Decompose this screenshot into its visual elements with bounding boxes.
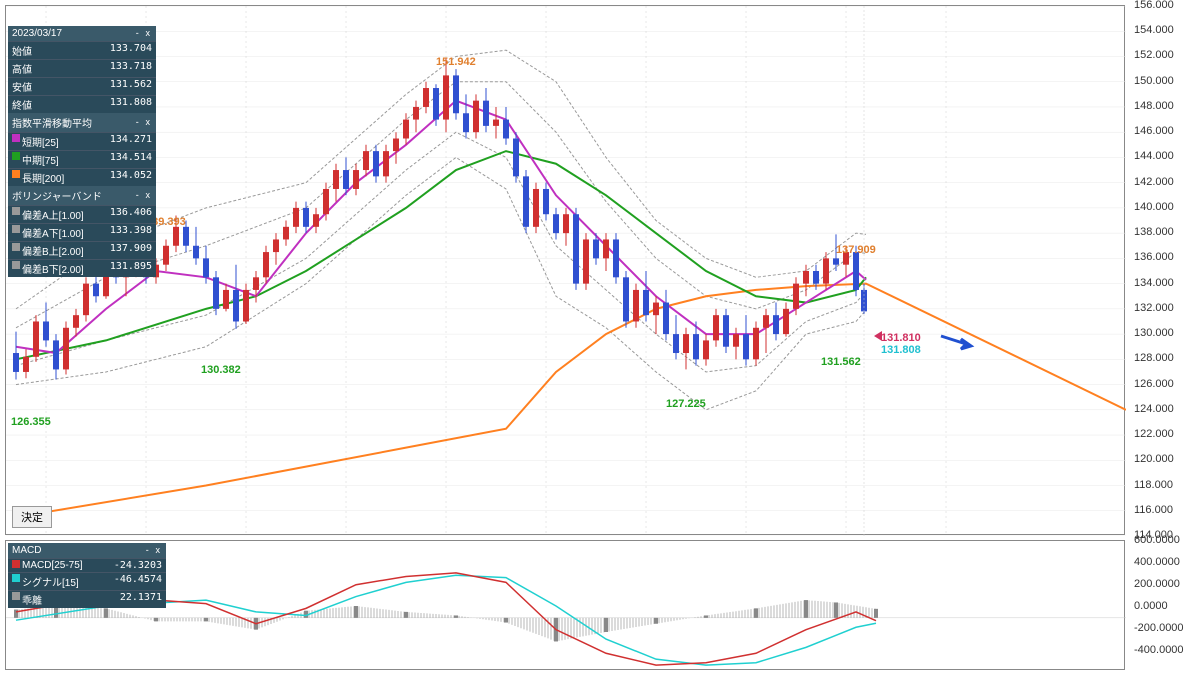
decide-button[interactable]: 決定 xyxy=(12,506,52,528)
ohlc-close-row: 終値131.808 xyxy=(8,95,156,113)
bb-header[interactable]: ボリンジャーバンド - x xyxy=(8,186,156,205)
info-row: 偏差B下[2.00]131.895 xyxy=(8,259,156,277)
price-chart[interactable]: 2023/03/17 - x 始値133.704 高値133.718 安値131… xyxy=(5,5,1125,535)
price-annotation: 130.382 xyxy=(201,364,241,376)
ohlc-high-row: 高値133.718 xyxy=(8,59,156,77)
ohlc-header[interactable]: 2023/03/17 - x xyxy=(8,26,156,41)
minimize-icon[interactable]: - xyxy=(144,545,151,555)
close-icon[interactable]: x xyxy=(144,28,153,38)
macd-panel: MACD - x MACD[25-75]-24.3203シグナル[15]-46.… xyxy=(8,543,166,608)
info-row: 長期[200]134.052 xyxy=(8,168,156,186)
close-icon[interactable]: x xyxy=(154,545,163,555)
y-axis: 114.000116.000118.000120.000122.000124.0… xyxy=(1130,5,1190,535)
price-annotation: 127.225 xyxy=(666,398,706,410)
info-row: シグナル[15]-46.4574 xyxy=(8,572,166,590)
info-panel: 2023/03/17 - x 始値133.704 高値133.718 安値131… xyxy=(8,26,156,277)
y-axis-macd: 600.0000400.0000200.00000.0000-200.0000-… xyxy=(1130,540,1190,670)
price-annotation: 131.810 xyxy=(881,332,921,344)
minimize-icon[interactable]: - xyxy=(134,28,141,38)
info-row: 偏差B上[2.00]137.909 xyxy=(8,241,156,259)
close-icon[interactable]: x xyxy=(144,117,153,127)
minimize-icon[interactable]: - xyxy=(134,117,141,127)
close-icon[interactable]: x xyxy=(144,190,153,200)
macd-chart[interactable]: MACD - x MACD[25-75]-24.3203シグナル[15]-46.… xyxy=(5,540,1125,670)
price-annotation: 137.909 xyxy=(836,244,876,256)
info-row: 短期[25]134.271 xyxy=(8,132,156,150)
ohlc-low-row: 安値131.562 xyxy=(8,77,156,95)
info-row: 中期[75]134.514 xyxy=(8,150,156,168)
price-annotation: 126.355 xyxy=(11,416,51,428)
ohlc-date: 2023/03/17 xyxy=(12,28,62,39)
info-row: 偏差A下[1.00]133.398 xyxy=(8,223,156,241)
info-row: 偏差A上[1.00]136.406 xyxy=(8,205,156,223)
info-row: 乖離22.1371 xyxy=(8,590,166,608)
price-annotation: 131.808 xyxy=(881,344,921,356)
info-row: MACD[25-75]-24.3203 xyxy=(8,558,166,572)
price-annotation: 151.942 xyxy=(436,56,476,68)
minimize-icon[interactable]: - xyxy=(134,190,141,200)
ema-header[interactable]: 指数平滑移動平均 - x xyxy=(8,113,156,132)
price-annotation: 131.562 xyxy=(821,356,861,368)
macd-header[interactable]: MACD - x xyxy=(8,543,166,558)
ohlc-open-row: 始値133.704 xyxy=(8,41,156,59)
